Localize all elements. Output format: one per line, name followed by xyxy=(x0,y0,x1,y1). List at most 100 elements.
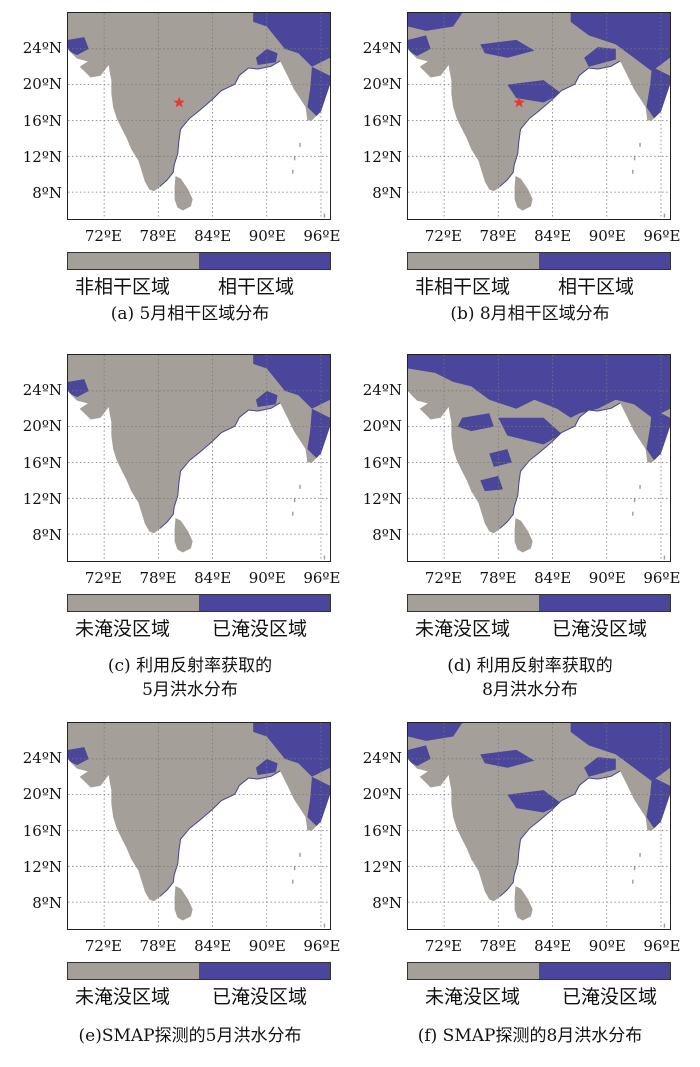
caption-line1: (a) 5月相干区域分布 xyxy=(110,304,270,324)
flood-patch xyxy=(68,379,89,398)
flood-patch xyxy=(408,35,431,56)
lon-tick-label: 96ºE xyxy=(303,569,341,587)
coastal-flood-fringe xyxy=(159,60,281,188)
lat-tick-label: 20ºN xyxy=(362,785,402,804)
legend-left-label: 未淹没区域 xyxy=(425,986,521,1008)
legend-left-label: 非相干区域 xyxy=(75,276,171,298)
lat-tick-label: 12ºN xyxy=(362,489,402,508)
legend-right-label: 相干区域 xyxy=(218,276,295,298)
lat-tick-label: 16ºN xyxy=(22,111,62,130)
lat-tick-label: 24ºN xyxy=(362,749,402,768)
map-svg xyxy=(68,723,330,929)
lat-tick-label: 12ºN xyxy=(362,147,402,166)
island xyxy=(293,156,296,161)
island xyxy=(323,923,326,928)
lat-tick-label: 24ºN xyxy=(22,39,62,58)
map-frame xyxy=(67,12,331,220)
sri-lanka-landmass xyxy=(174,518,193,553)
flood-patch xyxy=(408,355,670,418)
lat-tick-label: 8ºN xyxy=(32,183,62,202)
flood-patch xyxy=(570,723,670,782)
lon-tick-label: 84ºE xyxy=(534,569,572,587)
island xyxy=(299,484,301,489)
lat-tick-label: 16ºN xyxy=(362,111,402,130)
lat-tick-label: 16ºN xyxy=(362,453,402,472)
sri-lanka-landmass xyxy=(174,886,193,921)
caption-line2: 8月洪水分布 xyxy=(482,680,578,700)
sri-lanka-landmass xyxy=(174,176,193,211)
map-svg xyxy=(408,723,670,929)
panel-c: 未淹没区域 已淹没区域 (c) 利用反射率获取的 5月洪水分布 24ºN 20ºN… xyxy=(0,342,340,700)
panel-caption: (d) 利用反射率获取的 8月洪水分布 xyxy=(380,654,680,702)
island xyxy=(639,852,641,857)
lon-tick-label: 72ºE xyxy=(84,937,122,955)
colorbar xyxy=(407,252,671,270)
lon-tick-label: 90ºE xyxy=(588,227,626,245)
panel-d: 未淹没区域 已淹没区域 (d) 利用反射率获取的 8月洪水分布 24ºN 20ºN… xyxy=(340,342,680,700)
legend-right-label: 相干区域 xyxy=(558,276,635,298)
lat-tick-label: 20ºN xyxy=(362,75,402,94)
flood-patch xyxy=(408,723,463,741)
legend-left-label: 未淹没区域 xyxy=(75,986,171,1008)
lat-tick-label: 8ºN xyxy=(372,893,402,912)
island xyxy=(633,866,636,871)
sri-lanka-landmass xyxy=(514,886,533,921)
panel-f: 未淹没区域 已淹没区域 (f) SMAP探测的8月洪水分布 24ºN 20ºN 16… xyxy=(340,710,680,1055)
lon-tick-label: 90ºE xyxy=(588,937,626,955)
lat-tick-label: 20ºN xyxy=(22,417,62,436)
map-svg xyxy=(408,13,670,219)
lon-tick-label: 96ºE xyxy=(303,937,341,955)
island xyxy=(293,866,296,871)
lon-tick-label: 84ºE xyxy=(194,227,232,245)
caption-line1: (f) SMAP探测的8月洪水分布 xyxy=(417,1026,643,1046)
lon-tick-label: 90ºE xyxy=(248,937,286,955)
island xyxy=(293,498,296,503)
island xyxy=(633,156,636,161)
flood-patch xyxy=(507,790,562,813)
lon-tick-label: 90ºE xyxy=(588,569,626,587)
lon-tick-label: 84ºE xyxy=(194,569,232,587)
colorbar xyxy=(407,594,671,612)
lat-tick-label: 20ºN xyxy=(22,785,62,804)
colorbar xyxy=(67,252,331,270)
lat-tick-label: 12ºN xyxy=(22,489,62,508)
lon-tick-label: 72ºE xyxy=(84,227,122,245)
flood-patch xyxy=(253,723,330,777)
sri-lanka-landmass xyxy=(514,176,533,211)
map-frame xyxy=(67,722,331,930)
lat-tick-label: 16ºN xyxy=(22,453,62,472)
lat-tick-label: 20ºN xyxy=(22,75,62,94)
island xyxy=(292,169,294,174)
map-svg xyxy=(408,355,670,561)
lat-tick-label: 8ºN xyxy=(372,525,402,544)
coastal-flood-fringe xyxy=(499,60,621,188)
lat-tick-label: 24ºN xyxy=(362,39,402,58)
map-frame xyxy=(407,354,671,562)
lat-tick-label: 12ºN xyxy=(362,857,402,876)
flood-patch xyxy=(489,449,512,467)
panel-caption: (c) 利用反射率获取的 5月洪水分布 xyxy=(40,654,340,702)
island xyxy=(632,879,634,884)
lon-tick-label: 78ºE xyxy=(139,227,177,245)
flood-patch xyxy=(68,747,89,766)
caption-line1: (d) 利用反射率获取的 xyxy=(447,656,613,676)
island xyxy=(632,511,634,516)
sri-lanka-landmass xyxy=(514,518,533,553)
legend-left-label: 未淹没区域 xyxy=(415,618,511,640)
island xyxy=(639,484,641,489)
lat-tick-label: 8ºN xyxy=(32,893,62,912)
flood-patch xyxy=(570,13,670,72)
flood-patch xyxy=(507,80,562,103)
map-frame xyxy=(407,12,671,220)
flood-patch xyxy=(253,355,330,409)
lat-tick-label: 12ºN xyxy=(22,147,62,166)
lat-tick-label: 16ºN xyxy=(22,821,62,840)
lon-tick-label: 78ºE xyxy=(479,569,517,587)
lat-tick-label: 24ºN xyxy=(22,381,62,400)
lon-tick-label: 96ºE xyxy=(643,227,681,245)
caption-line1: (c) 利用反射率获取的 xyxy=(107,656,273,676)
island xyxy=(292,879,294,884)
legend-right-label: 已淹没区域 xyxy=(552,618,648,640)
island xyxy=(663,555,666,560)
flood-patch xyxy=(68,37,89,56)
